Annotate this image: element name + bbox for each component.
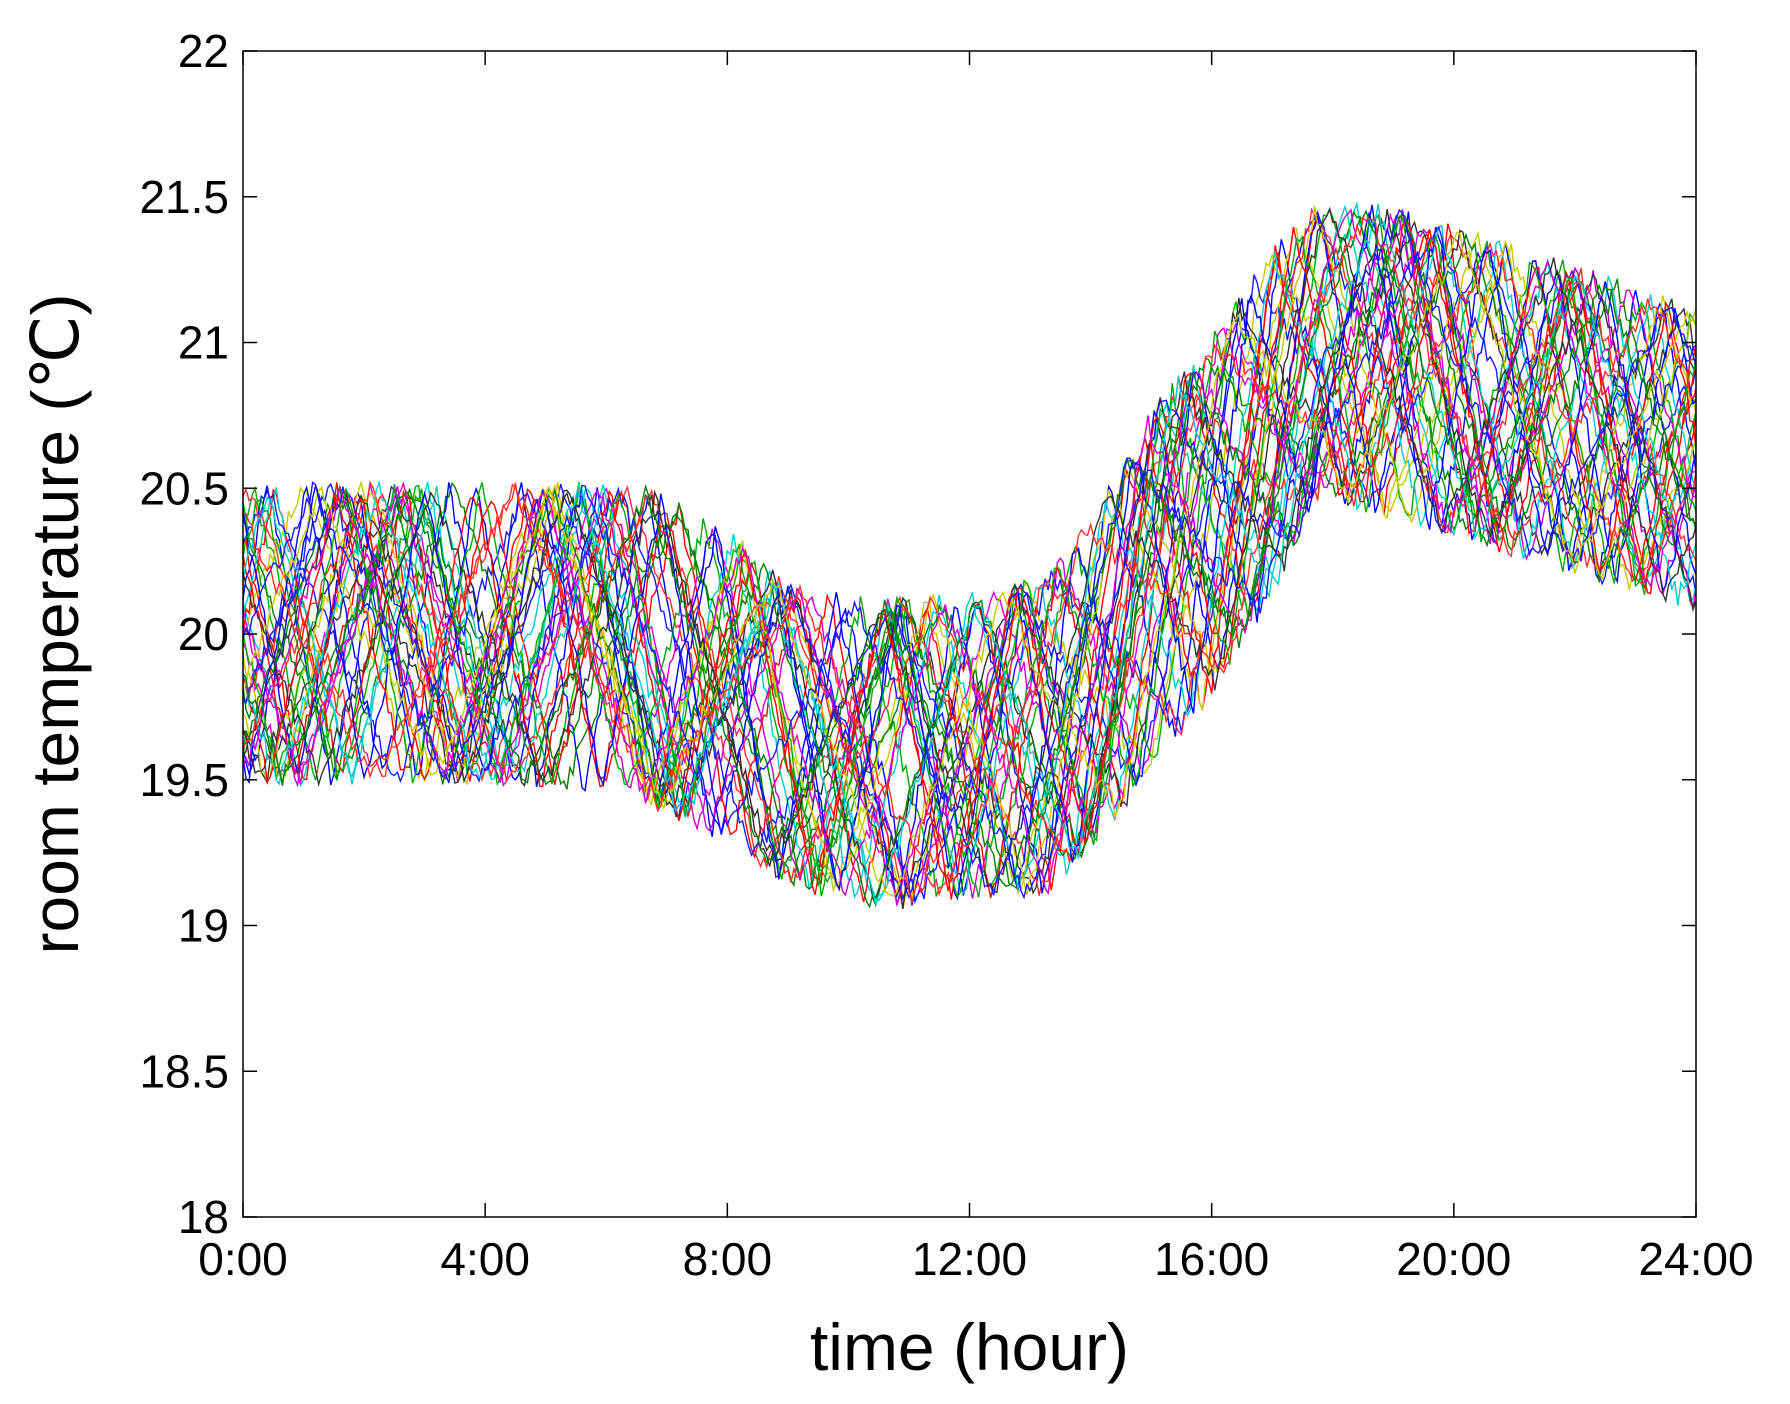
x-axis-title: time (hour) xyxy=(810,1310,1129,1384)
y-tick-label: 20 xyxy=(178,608,229,660)
temperature-series-line xyxy=(242,226,1697,900)
temperature-series-line xyxy=(242,229,1697,909)
temperature-series-line xyxy=(242,206,1697,894)
temperature-series-line xyxy=(242,225,1697,900)
y-tick-label: 18 xyxy=(178,1191,229,1243)
series-layer xyxy=(242,201,1697,909)
y-tick-label: 21 xyxy=(178,317,229,369)
temperature-series-line xyxy=(242,210,1697,892)
x-tick-label: 16:00 xyxy=(1154,1233,1269,1285)
temperature-series-line xyxy=(242,234,1697,899)
x-tick-label: 20:00 xyxy=(1396,1233,1511,1285)
y-tick-label: 22 xyxy=(178,25,229,77)
x-tick-label: 0:00 xyxy=(198,1233,288,1285)
temperature-series-line xyxy=(242,208,1697,897)
temperature-series-line xyxy=(242,212,1697,909)
x-tick-label: 4:00 xyxy=(440,1233,530,1285)
x-tick-label: 12:00 xyxy=(912,1233,1027,1285)
y-tick-label: 21.5 xyxy=(139,171,229,223)
temperature-series-line xyxy=(242,205,1697,896)
temperature-series-line xyxy=(242,232,1697,890)
temperature-series-line xyxy=(242,227,1697,895)
temperature-series-line xyxy=(242,209,1697,887)
temperature-series-line xyxy=(242,208,1697,896)
temperature-series-line xyxy=(242,204,1697,894)
y-tick-label: 20.5 xyxy=(139,462,229,514)
temperature-series-line xyxy=(242,204,1697,906)
temperature-series-line xyxy=(242,224,1697,900)
temperature-series-line xyxy=(242,231,1697,898)
y-axis-title: room temperature (℃) xyxy=(18,294,92,955)
temperature-series-line xyxy=(242,201,1697,902)
y-tick-label: 18.5 xyxy=(139,1045,229,1097)
y-tick-label: 19.5 xyxy=(139,754,229,806)
x-tick-label: 24:00 xyxy=(1638,1233,1753,1285)
x-tick-label: 8:00 xyxy=(683,1233,773,1285)
temperature-series-line xyxy=(242,207,1697,904)
temperature-series-line xyxy=(242,217,1697,897)
y-tick-label: 19 xyxy=(178,900,229,952)
temperature-series-line xyxy=(242,203,1697,907)
tick-layer: 0:00 4:00 8:00 12:00 16:00 20:00 24:00 18 18.5 19… xyxy=(139,25,1753,1285)
